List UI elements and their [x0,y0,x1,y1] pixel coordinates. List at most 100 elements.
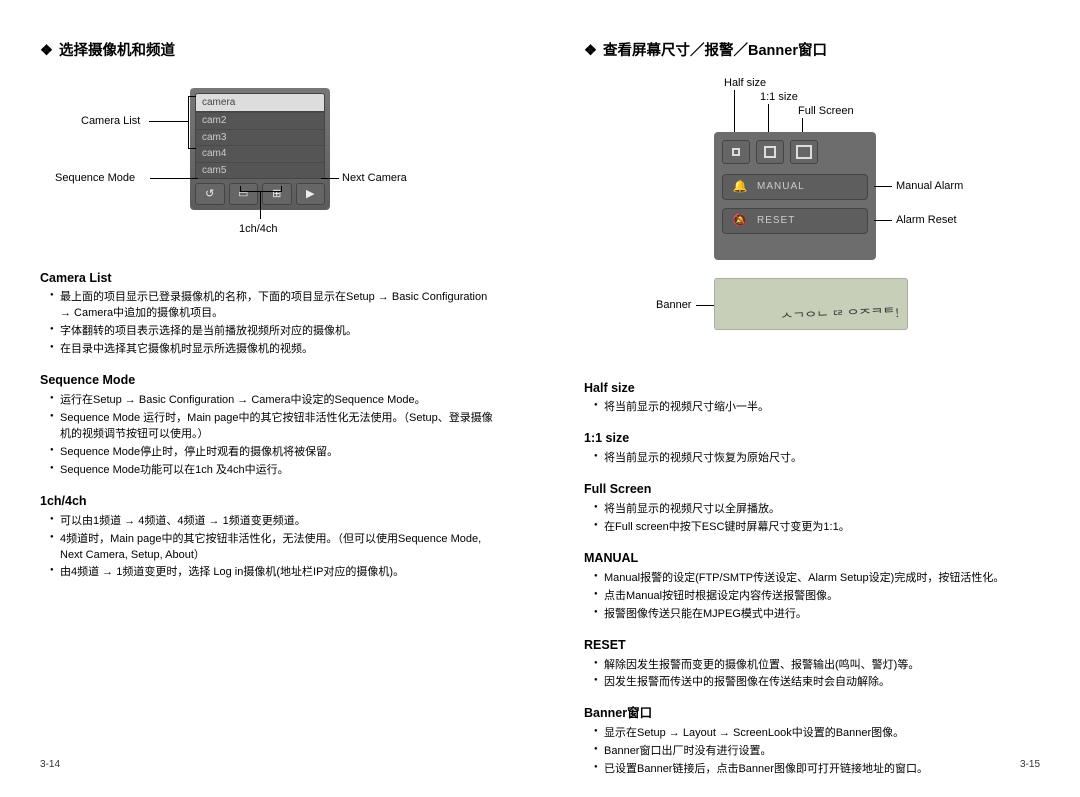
section-list-item: 由4频道 → 1频道变更时，选择 Log in摄像机(地址栏IP对应的摄像机)。 [50,565,500,581]
page-number-left: 3-14 [40,758,60,772]
mute-bell-icon: 🔕 [731,212,749,230]
section-head: 1:1 size [584,430,1040,447]
manual-pill-label: MANUAL [757,180,805,194]
connector [321,178,339,179]
next-button[interactable]: ▶ [296,183,326,205]
alarm-reset-label: Alarm Reset [896,213,957,228]
diamond-icon: ❖ [40,43,53,59]
size-buttons-row [722,140,868,164]
reset-pill[interactable]: 🔕 RESET [722,208,868,234]
right-diagram: Half size 1:1 size Full Screen 🔔 MANUAL … [584,76,1040,366]
left-title: ❖ 选择摄像机和频道 [40,42,500,62]
section-list: 显示在Setup → Layout → ScreenLook中设置的Banner… [584,726,1040,778]
section-list-item: 在Full screen中按下ESC键时屏幕尺寸变更为1:1。 [594,520,1040,536]
fourch-button[interactable]: ⊞ [262,183,292,205]
left-diagram: camera cam2 cam3 cam4 cam5 ↺ ▭ ⊞ ▶ Camer… [95,76,500,256]
camera-item: cam2 [196,112,324,129]
section-head: Camera List [40,270,500,287]
section-head: MANUAL [584,550,1040,567]
half-size-label: Half size [724,76,766,91]
connector [874,220,892,221]
reset-pill-label: RESET [757,214,795,228]
banner-label: Banner [656,298,691,313]
section-list-item: 将当前显示的视频尺寸缩小一半。 [594,400,1040,416]
left-title-text: 选择摄像机和频道 [59,43,175,59]
section-list: 将当前显示的视频尺寸以全屏播放。在Full screen中按下ESC键时屏幕尺寸… [584,502,1040,536]
section-list-item: 将当前显示的视频尺寸以全屏播放。 [594,502,1040,518]
next-camera-label: Next Camera [342,171,407,186]
section-list: 运行在Setup → Basic Configuration → Camera中… [40,393,500,479]
one-one-button[interactable] [756,140,784,164]
connector [281,186,282,192]
section-list-item: Sequence Mode功能可以在1ch 及4ch中运行。 [50,463,500,479]
left-sections: Camera List 最上面的项目显示已登录摄像机的名称，下面的项目显示在Set… [40,270,500,582]
section-list-item: 可以由1频道 → 4频道、4频道 → 1频道变更频道。 [50,514,500,530]
onech-button[interactable]: ▭ [229,183,259,205]
right-sections: Half size 将当前显示的视频尺寸缩小一半。 1:1 size 将当前显示的视频… [584,380,1040,779]
section-head: Full Screen [584,481,1040,498]
diamond-icon: ❖ [584,43,597,59]
section-head: Half size [584,380,1040,397]
section-list-item: 在目录中选择其它摄像机时显示所选摄像机的视频。 [50,342,500,358]
connector [260,191,261,219]
section-list-item: 最上面的项目显示已登录摄像机的名称，下面的项目显示在Setup → Basic … [50,290,500,322]
section-list-item: Sequence Mode停止时，停止时观看的摄像机将被保留。 [50,445,500,461]
sequence-mode-label: Sequence Mode [55,171,135,186]
connector [874,186,892,187]
camera-item: cam4 [196,145,324,162]
section-head: RESET [584,637,1040,654]
section-list-item: Banner窗口出厂时没有进行设置。 [594,744,1040,760]
section-list-item: 将当前显示的视频尺寸恢复为原始尺寸。 [594,451,1040,467]
half-size-button[interactable] [722,140,750,164]
section-list: 解除因发生报警而变更的摄像机位置、报警输出(鸣叫、警灯)等。因发生报警而传送中的… [584,658,1040,692]
connector [188,96,196,97]
section-list-item: 报警图像传送只能在MJPEG模式中进行。 [594,607,1040,623]
seq-button[interactable]: ↺ [195,183,225,205]
section-list-item: Sequence Mode 运行时，Main page中的其它按钮非活性化无法使… [50,411,500,443]
section-head: Banner窗口 [584,705,1040,722]
section-list: Manual报警的设定(FTP/SMTP传送设定、Alarm Setup设定)完… [584,571,1040,623]
full-screen-label: Full Screen [798,104,854,119]
banner-box[interactable]: ᄉᄀᄋᄂ ᄃᄅ ᄋᄌᄏᄐ! [714,278,908,330]
section-head: Sequence Mode [40,372,500,389]
connector [150,178,198,179]
right-title-text: 查看屏幕尺寸／报警／Banner窗口 [603,43,827,59]
page-left: ❖ 选择摄像机和频道 camera cam2 cam3 cam4 cam5 ↺ ▭… [0,0,540,797]
section-list-item: 显示在Setup → Layout → ScreenLook中设置的Banner… [594,726,1040,742]
connector [188,96,189,148]
control-panel: 🔔 MANUAL 🔕 RESET [714,132,876,260]
bell-icon: 🔔 [731,178,749,196]
banner-scribble: ᄉᄀᄋᄂ ᄃᄅ ᄋᄌᄏᄐ! [780,304,899,328]
one-one-label: 1:1 size [760,90,798,105]
camera-header: camera [195,93,325,113]
section-list: 将当前显示的视频尺寸恢复为原始尺寸。 [584,451,1040,467]
section-list-item: Manual报警的设定(FTP/SMTP传送设定、Alarm Setup设定)完… [594,571,1040,587]
connector [734,90,735,138]
section-list: 可以由1频道 → 4频道、4频道 → 1频道变更频道。 4频道时，Main pag… [40,514,500,582]
full-screen-button[interactable] [790,140,818,164]
connector [240,191,282,192]
section-list-item: 点击Manual按钮时根据设定内容传送报警图像。 [594,589,1040,605]
page-number-right: 3-15 [1020,758,1040,772]
camera-item: cam5 [196,162,324,179]
section-list-item: 已设置Banner链接后，点击Banner图像即可打开链接地址的窗口。 [594,762,1040,778]
right-title: ❖ 查看屏幕尺寸／报警／Banner窗口 [584,42,1040,62]
onech-fourch-label: 1ch/4ch [239,222,278,237]
connector [149,121,189,122]
camera-item: cam3 [196,129,324,146]
section-list-item: 4频道时，Main page中的其它按钮非活性化，无法使用。（但可以使用Sequ… [50,532,500,564]
connector [240,186,241,192]
manual-alarm-label: Manual Alarm [896,179,963,194]
section-list-item: 因发生报警而传送中的报警图像在传送结束时会自动解除。 [594,675,1040,691]
camera-list-label: Camera List [81,114,140,129]
manual-pill[interactable]: 🔔 MANUAL [722,174,868,200]
camera-list-inner: cam2 cam3 cam4 cam5 [195,112,325,179]
section-head: 1ch/4ch [40,493,500,510]
connector [696,305,714,306]
section-list-item: 解除因发生报警而变更的摄像机位置、报警输出(鸣叫、警灯)等。 [594,658,1040,674]
section-list-item: 字体翻转的项目表示选择的是当前播放视频所对应的摄像机。 [50,324,500,340]
section-list: 最上面的项目显示已登录摄像机的名称，下面的项目显示在Setup → Basic … [40,290,500,358]
connector [188,148,196,149]
section-list: 将当前显示的视频尺寸缩小一半。 [584,400,1040,416]
section-list-item: 运行在Setup → Basic Configuration → Camera中… [50,393,500,409]
